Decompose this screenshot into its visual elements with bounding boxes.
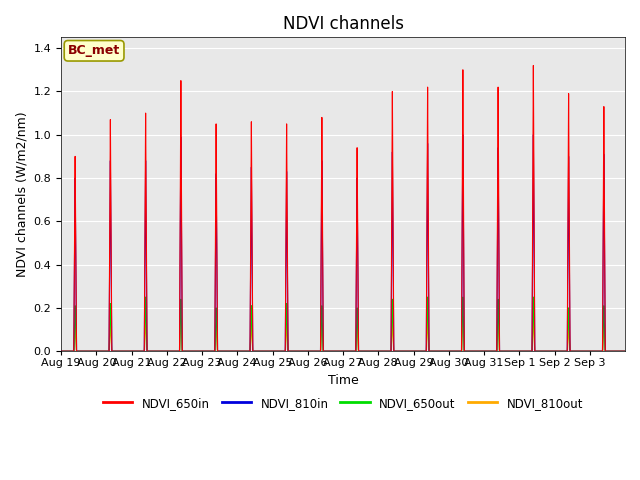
Title: NDVI channels: NDVI channels: [282, 15, 403, 33]
X-axis label: Time: Time: [328, 374, 358, 387]
Legend: NDVI_650in, NDVI_810in, NDVI_650out, NDVI_810out: NDVI_650in, NDVI_810in, NDVI_650out, NDV…: [98, 392, 588, 414]
Y-axis label: NDVI channels (W/m2/nm): NDVI channels (W/m2/nm): [15, 111, 28, 277]
Text: BC_met: BC_met: [68, 44, 120, 57]
